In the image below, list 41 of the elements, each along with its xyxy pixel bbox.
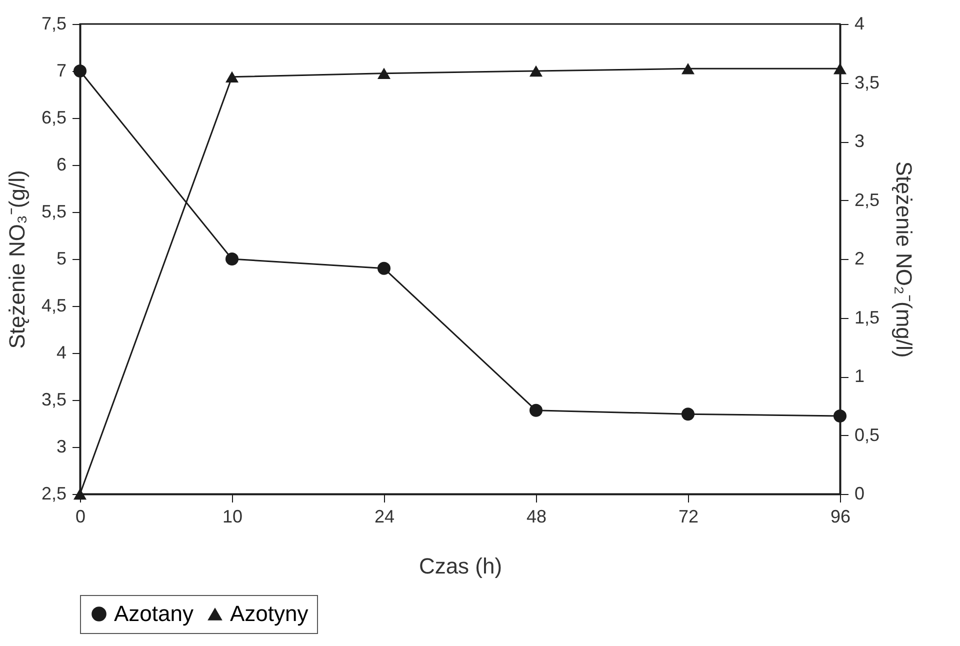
point bbox=[529, 404, 543, 417]
y2-tick-label: 3,5 bbox=[854, 72, 880, 92]
point bbox=[225, 252, 239, 266]
point bbox=[225, 71, 239, 83]
x-tick-label: 72 bbox=[678, 506, 699, 526]
point bbox=[529, 65, 543, 77]
point bbox=[833, 409, 847, 422]
y2-tick-label: 2 bbox=[854, 248, 865, 268]
point bbox=[377, 262, 391, 275]
y-tick-label: 7 bbox=[56, 60, 66, 80]
x-tick-label: 96 bbox=[830, 506, 851, 526]
y-axis-title: Stężenie NO₃⁻(g/l) bbox=[4, 170, 30, 349]
point bbox=[681, 408, 695, 421]
y2-tick-label: 0,5 bbox=[854, 424, 880, 445]
y-tick-label: 4,5 bbox=[41, 296, 66, 316]
y2-tick-label: 4 bbox=[854, 14, 865, 34]
x-tick-label: 24 bbox=[374, 506, 395, 526]
y2-tick-label: 1,5 bbox=[854, 307, 880, 328]
y-tick-label: 6 bbox=[56, 154, 66, 174]
point bbox=[377, 68, 391, 79]
legend-label: Azotany bbox=[114, 601, 194, 626]
y-tick-label: 4 bbox=[56, 342, 66, 362]
y-tick-label: 7,5 bbox=[41, 14, 66, 34]
y2-tick-label: 0 bbox=[854, 484, 865, 504]
x-tick-label: 10 bbox=[222, 506, 243, 526]
x-tick-label: 48 bbox=[526, 506, 547, 526]
x-tick-label: 0 bbox=[75, 506, 86, 526]
y2-axis-title: Stężenie NO₂⁻(mg/l) bbox=[892, 161, 917, 358]
y-tick-label: 5 bbox=[56, 248, 66, 268]
point bbox=[681, 63, 695, 74]
x-axis-title: Czas (h) bbox=[418, 554, 502, 578]
y-tick-label: 3,5 bbox=[41, 390, 66, 410]
y-tick-label: 2,5 bbox=[41, 484, 66, 504]
y-tick-label: 3 bbox=[56, 436, 66, 456]
y2-tick-label: 2,5 bbox=[854, 190, 880, 210]
legend-label: Azotyny bbox=[230, 601, 308, 626]
y-tick-label: 5,5 bbox=[41, 202, 66, 222]
y-tick-label: 6,5 bbox=[41, 108, 66, 128]
y2-tick-label: 3 bbox=[854, 131, 865, 151]
point bbox=[833, 63, 847, 74]
y2-tick-label: 1 bbox=[854, 366, 865, 386]
